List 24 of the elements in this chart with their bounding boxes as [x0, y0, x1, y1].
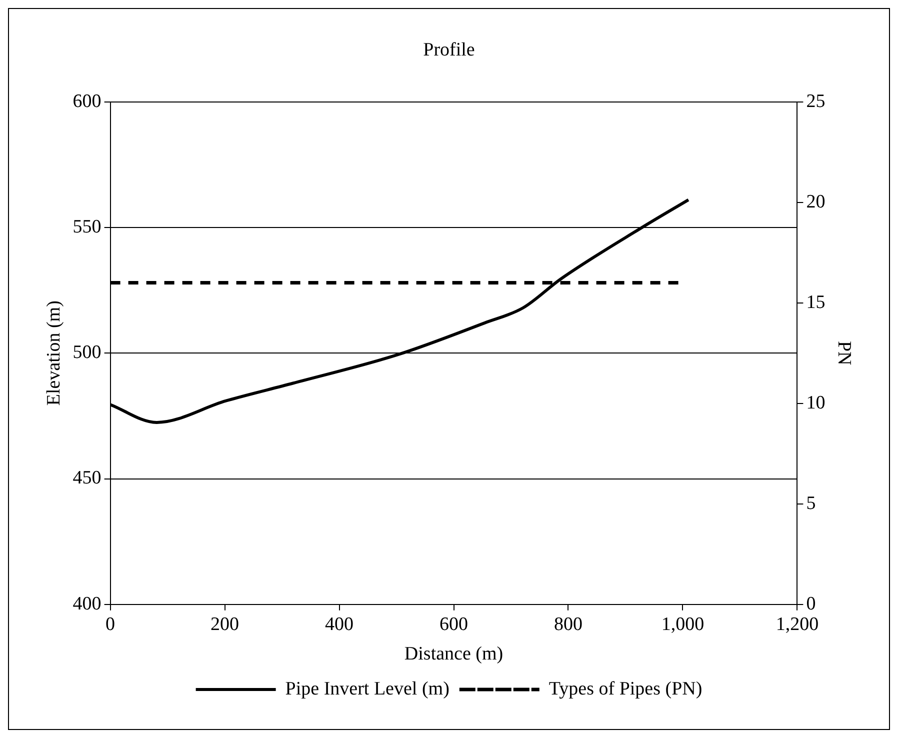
y2-axis-title: PN	[834, 340, 855, 366]
x-tick-label: 1,000	[661, 614, 704, 635]
chart-title: Profile	[423, 39, 475, 60]
y2-tick-label: 15	[806, 292, 826, 313]
x-tick-label: 1,200	[776, 614, 819, 635]
y2-tick-label: 25	[806, 90, 826, 112]
y-tick-label: 400	[72, 593, 102, 614]
y2-tick-label: 0	[806, 593, 816, 614]
y-tick-label: 600	[72, 90, 102, 112]
y2-tick-label: 5	[806, 492, 816, 514]
x-tick-label: 200	[210, 614, 240, 635]
legend-label: Pipe Invert Level (m)	[285, 678, 450, 700]
x-axis-title: Distance (m)	[404, 644, 504, 665]
y2-tick-label: 20	[806, 191, 826, 212]
legend-label: Types of Pipes (PN)	[548, 678, 702, 700]
y-tick-label: 550	[72, 216, 102, 238]
x-tick-label: 600	[440, 614, 468, 635]
x-tick-label: 0	[106, 614, 116, 635]
y-axis-title: Elevation (m)	[43, 300, 64, 406]
x-tick-label: 800	[554, 614, 582, 635]
x-tick-label: 400	[325, 614, 354, 635]
y-tick-label: 500	[72, 342, 102, 364]
y-tick-label: 450	[72, 468, 102, 489]
y2-tick-label: 10	[806, 392, 826, 414]
